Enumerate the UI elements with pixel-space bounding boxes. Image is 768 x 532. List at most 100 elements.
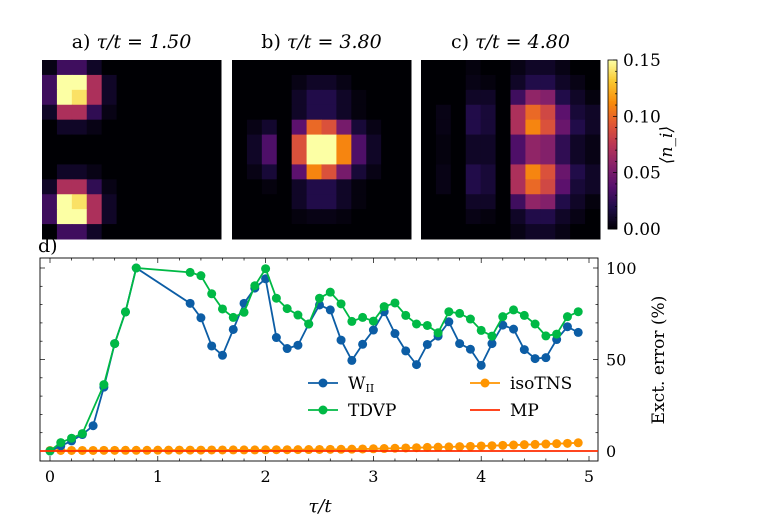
heatmap-cell bbox=[321, 179, 337, 195]
heatmap-cell bbox=[495, 74, 511, 91]
colorbar-segment bbox=[608, 144, 617, 147]
heatmap-cell bbox=[450, 60, 467, 76]
heatmap-cell bbox=[465, 104, 482, 121]
heatmap-cell bbox=[336, 89, 352, 106]
data-point bbox=[530, 439, 540, 449]
heatmap-cell bbox=[510, 134, 526, 150]
heatmap-cell bbox=[116, 194, 132, 210]
heatmap-cell bbox=[101, 104, 118, 121]
heatmap-cell bbox=[291, 134, 308, 150]
heatmap-cell bbox=[176, 224, 192, 240]
data-point bbox=[217, 350, 227, 360]
heatmap-cell bbox=[146, 224, 162, 240]
heatmap-cell bbox=[435, 164, 452, 180]
heatmap-cell bbox=[540, 194, 556, 210]
heatmap-cell bbox=[351, 194, 367, 210]
legend-marker bbox=[318, 405, 328, 415]
heatmap-cell bbox=[261, 179, 278, 195]
heatmap-cell bbox=[146, 119, 162, 136]
data-point bbox=[476, 441, 486, 451]
colorbar-segment bbox=[608, 164, 617, 167]
heatmap-cell bbox=[261, 209, 278, 225]
heatmap-cell bbox=[435, 74, 452, 91]
legend-item: TDVP bbox=[308, 401, 396, 421]
heatmap-cell bbox=[510, 224, 526, 240]
heatmap-cell bbox=[366, 179, 382, 195]
heatmap-cell bbox=[465, 209, 482, 225]
heatmap-cell bbox=[525, 194, 541, 210]
heatmap-cell bbox=[396, 224, 412, 240]
heatmap-cell bbox=[276, 164, 293, 180]
heatmap-cell bbox=[146, 104, 162, 121]
data-point bbox=[509, 305, 519, 315]
heatmap-cell bbox=[525, 60, 541, 76]
heatmap-cell bbox=[351, 89, 367, 106]
heatmap-cell bbox=[351, 104, 367, 121]
colorbar-segment bbox=[608, 149, 617, 152]
data-point bbox=[120, 307, 130, 317]
heatmap-cell bbox=[86, 149, 103, 165]
colorbar-label: ⟨n_i⟩ bbox=[657, 126, 677, 164]
heatmap-cell bbox=[86, 224, 103, 240]
colorbar-segment bbox=[608, 110, 617, 113]
heatmap-cell bbox=[191, 194, 207, 210]
data-point bbox=[465, 441, 475, 451]
heatmap-cell bbox=[480, 224, 497, 240]
data-point bbox=[358, 339, 368, 349]
heatmap-cell bbox=[306, 149, 322, 165]
heatmap-cell bbox=[555, 104, 571, 121]
heatmap-cell bbox=[495, 164, 511, 180]
heatmap-cell bbox=[366, 209, 382, 225]
heatmap-cell bbox=[161, 60, 177, 76]
colorbar-segment bbox=[608, 105, 617, 108]
colorbar-segment bbox=[608, 130, 617, 134]
heatmap-cell bbox=[570, 224, 586, 240]
heatmap-cell bbox=[101, 164, 118, 180]
data-point bbox=[196, 445, 206, 455]
heatmap-cell bbox=[381, 209, 397, 225]
heatmap-cell bbox=[366, 149, 382, 165]
heatmap-cell bbox=[540, 224, 556, 240]
heatmap-cell bbox=[246, 194, 263, 210]
heatmap-cell bbox=[321, 60, 337, 76]
heatmap-cell bbox=[56, 74, 73, 91]
heatmap-cell bbox=[291, 104, 308, 121]
heatmap-cell bbox=[56, 89, 73, 106]
heatmap-cell bbox=[351, 134, 367, 150]
heatmap-cell bbox=[525, 104, 541, 121]
heatmap-cell bbox=[246, 209, 263, 225]
colorbar-segment bbox=[608, 183, 617, 186]
heatmap-cell bbox=[206, 60, 222, 76]
heatmap-cell bbox=[131, 164, 147, 180]
panel-title: a) τ/t = 1.50 bbox=[72, 31, 192, 53]
heatmap-cell bbox=[525, 209, 541, 225]
colorbar-segment bbox=[608, 112, 617, 115]
heatmap-cell bbox=[206, 179, 222, 195]
data-point bbox=[573, 438, 583, 448]
heatmap-cell bbox=[510, 194, 526, 210]
heatmap-cell bbox=[510, 104, 526, 121]
data-point bbox=[562, 438, 572, 448]
heatmap-cell bbox=[56, 60, 73, 76]
heatmap-cell bbox=[480, 179, 497, 195]
colorbar-segment bbox=[608, 136, 617, 139]
heatmap-cell bbox=[146, 179, 162, 195]
heatmap-cell bbox=[381, 224, 397, 240]
data-point bbox=[131, 263, 141, 273]
data-point bbox=[315, 444, 324, 454]
colorbar-segment bbox=[608, 65, 617, 68]
colorbar-segment bbox=[608, 174, 617, 178]
heatmap-cell bbox=[351, 164, 367, 180]
heatmap-cell bbox=[306, 209, 322, 225]
heatmap-cell bbox=[396, 60, 412, 76]
heatmap-cell bbox=[131, 194, 147, 210]
data-point bbox=[444, 307, 454, 317]
heatmap-cell bbox=[232, 164, 248, 180]
heatmap-cell bbox=[336, 179, 352, 195]
heatmap-cell bbox=[555, 194, 571, 210]
heatmap-cell bbox=[191, 104, 207, 121]
heatmap-cell bbox=[232, 209, 248, 225]
heatmap-cell bbox=[465, 74, 482, 91]
heatmap-cell bbox=[321, 194, 337, 210]
heatmap-cell bbox=[86, 104, 103, 121]
